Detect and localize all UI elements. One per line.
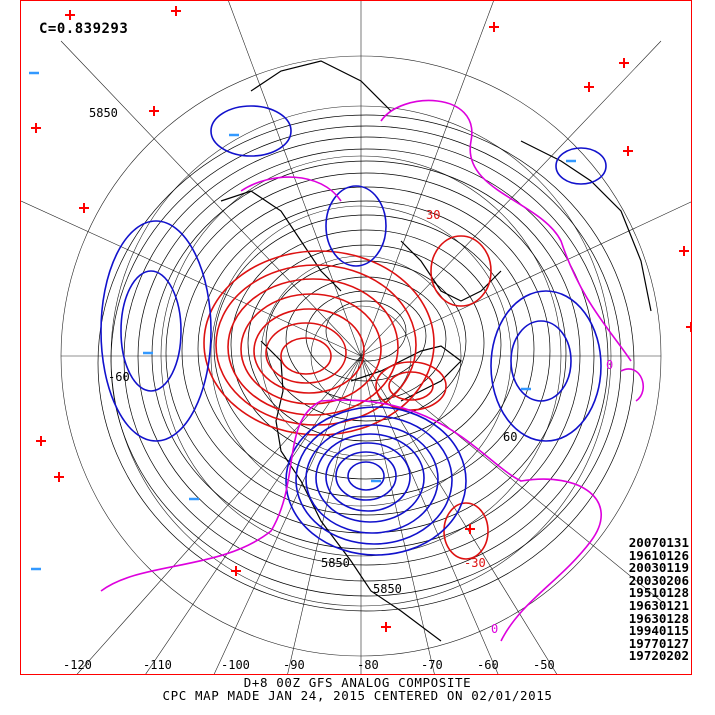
anomaly-label: 60 <box>503 430 517 444</box>
longitude-label: -90 <box>283 658 305 672</box>
longitude-label: -100 <box>221 658 250 672</box>
analog-date: 20030206 <box>628 572 689 588</box>
longitude-label: -120 <box>63 658 92 672</box>
correlation-label: C=0.839293 <box>39 21 129 37</box>
analog-date: 19510128 <box>628 585 689 601</box>
caption-title: D+8 00Z GFS ANALOG COMPOSITE <box>243 675 472 690</box>
map-frame: 5850 5850 5850 30 -30 -60 0 60 0 C=0.839… <box>20 0 692 675</box>
analog-date: 19770127 <box>628 635 689 651</box>
analog-date: 20070131 <box>628 535 689 550</box>
negative-anomaly-contours <box>100 105 607 556</box>
anomaly-label: -60 <box>108 370 130 384</box>
longitude-label: -110 <box>143 658 172 672</box>
analog-date: 20030119 <box>628 560 689 576</box>
analog-date: 19610126 <box>628 547 689 563</box>
longitude-label: -50 <box>533 658 555 672</box>
zero-anomaly-contours <box>100 99 645 642</box>
height-contours <box>97 114 635 612</box>
height-label: 5850 <box>321 556 350 570</box>
analog-date: 19630128 <box>628 610 689 626</box>
positive-anomaly-contours <box>203 235 492 560</box>
contour-labels: 5850 5850 5850 30 -30 -60 0 60 0 <box>89 106 613 636</box>
analog-date: 19630121 <box>628 597 689 613</box>
longitude-label: -70 <box>421 658 443 672</box>
analog-date: 19720202 <box>628 648 689 664</box>
longitude-label: -60 <box>477 658 499 672</box>
height-label: 5850 <box>373 582 402 596</box>
anomaly-label: -30 <box>464 556 486 570</box>
caption-subtitle: CPC MAP MADE JAN 24, 2015 CENTERED ON 02… <box>162 688 553 703</box>
high-markers <box>31 6 691 632</box>
anomaly-label: 0 <box>491 622 498 636</box>
longitude-label: -80 <box>357 658 379 672</box>
low-markers <box>29 71 576 571</box>
anomaly-label: 30 <box>426 208 440 222</box>
anomaly-label: 0 <box>606 358 613 372</box>
analog-date-list: 20070131 19610126 20030119 20030206 1951… <box>628 535 689 664</box>
analog-date: 19940115 <box>628 623 689 639</box>
map-canvas: 5850 5850 5850 30 -30 -60 0 60 0 <box>21 1 691 674</box>
height-label: 5850 <box>89 106 118 120</box>
